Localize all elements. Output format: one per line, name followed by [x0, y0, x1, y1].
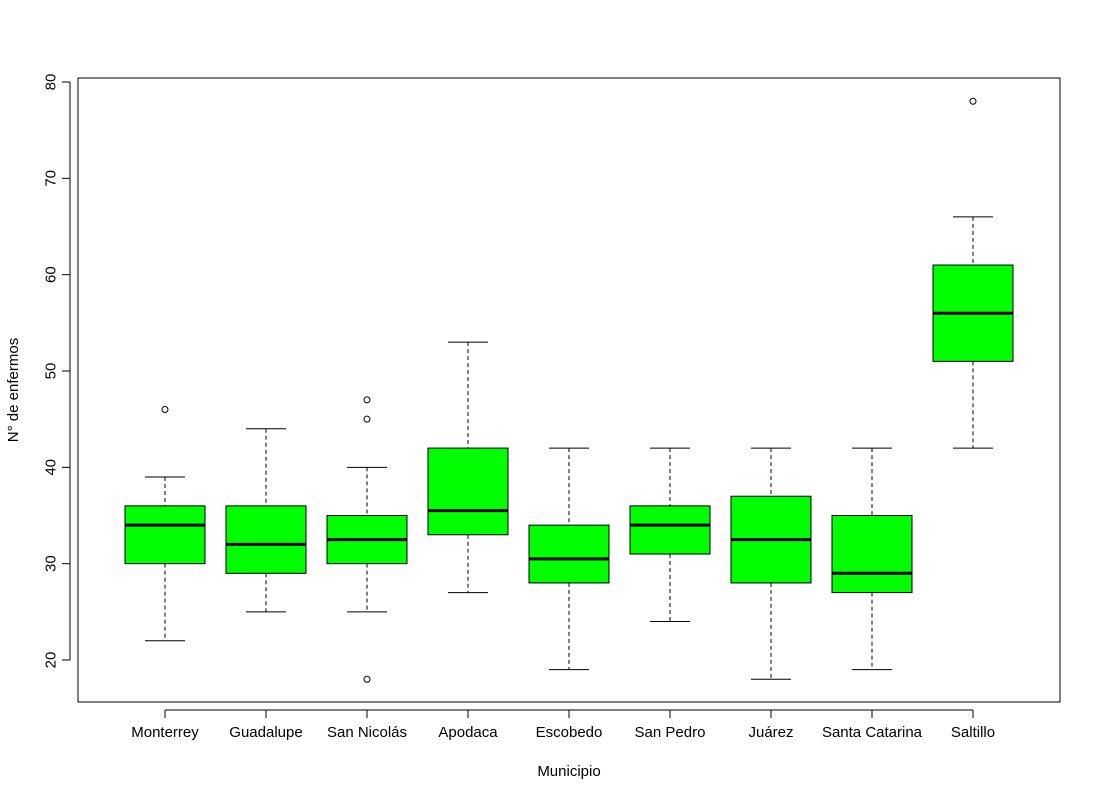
box-iqr — [629, 505, 711, 555]
y-tick-label: 40 — [43, 459, 60, 476]
outlier-point — [161, 406, 169, 414]
box-group — [427, 341, 509, 594]
y-tick-label: 80 — [43, 74, 60, 91]
box-group — [629, 447, 711, 622]
box-iqr — [124, 505, 206, 565]
y-tick-label: 50 — [43, 363, 60, 380]
plot-frame — [77, 77, 1061, 703]
y-axis: 20 30 40 50 60 70 80 — [43, 74, 71, 669]
box-iqr — [225, 505, 307, 574]
box-group — [528, 447, 610, 671]
x-tick-label: Santa Catarina — [822, 724, 923, 741]
x-axis: Monterrey Guadalupe San Nicolás Apodaca Esco… — [131, 709, 995, 741]
x-tick-label: Escobedo — [536, 724, 603, 741]
box-iqr — [831, 515, 913, 594]
x-tick-label: Juárez — [748, 724, 793, 741]
plot-area — [124, 97, 1014, 683]
box-iqr — [427, 447, 509, 536]
y-tick-label: 70 — [43, 170, 60, 187]
box-group — [225, 428, 307, 613]
outlier-point — [969, 97, 977, 105]
x-tick-label: San Nicolás — [327, 724, 407, 741]
outlier-point — [363, 396, 371, 404]
y-tick-label: 20 — [43, 652, 60, 669]
outlier-point — [363, 415, 371, 423]
box-group — [932, 97, 1014, 449]
y-tick-label: 60 — [43, 266, 60, 283]
box-group — [124, 406, 206, 642]
x-tick-label: Guadalupe — [229, 724, 302, 741]
x-tick-label: Apodaca — [438, 724, 498, 741]
outlier-point — [363, 675, 371, 683]
box-group — [326, 396, 408, 683]
y-tick-label: 30 — [43, 555, 60, 572]
x-tick-label: Saltillo — [951, 724, 995, 741]
x-axis-title: Municipio — [537, 763, 600, 780]
box-group — [831, 447, 913, 671]
y-axis-title: N° de enfermos — [5, 338, 22, 442]
box-group — [730, 447, 812, 680]
x-tick-label: San Pedro — [635, 724, 706, 741]
x-tick-label: Monterrey — [131, 724, 199, 741]
box-iqr — [528, 524, 610, 584]
